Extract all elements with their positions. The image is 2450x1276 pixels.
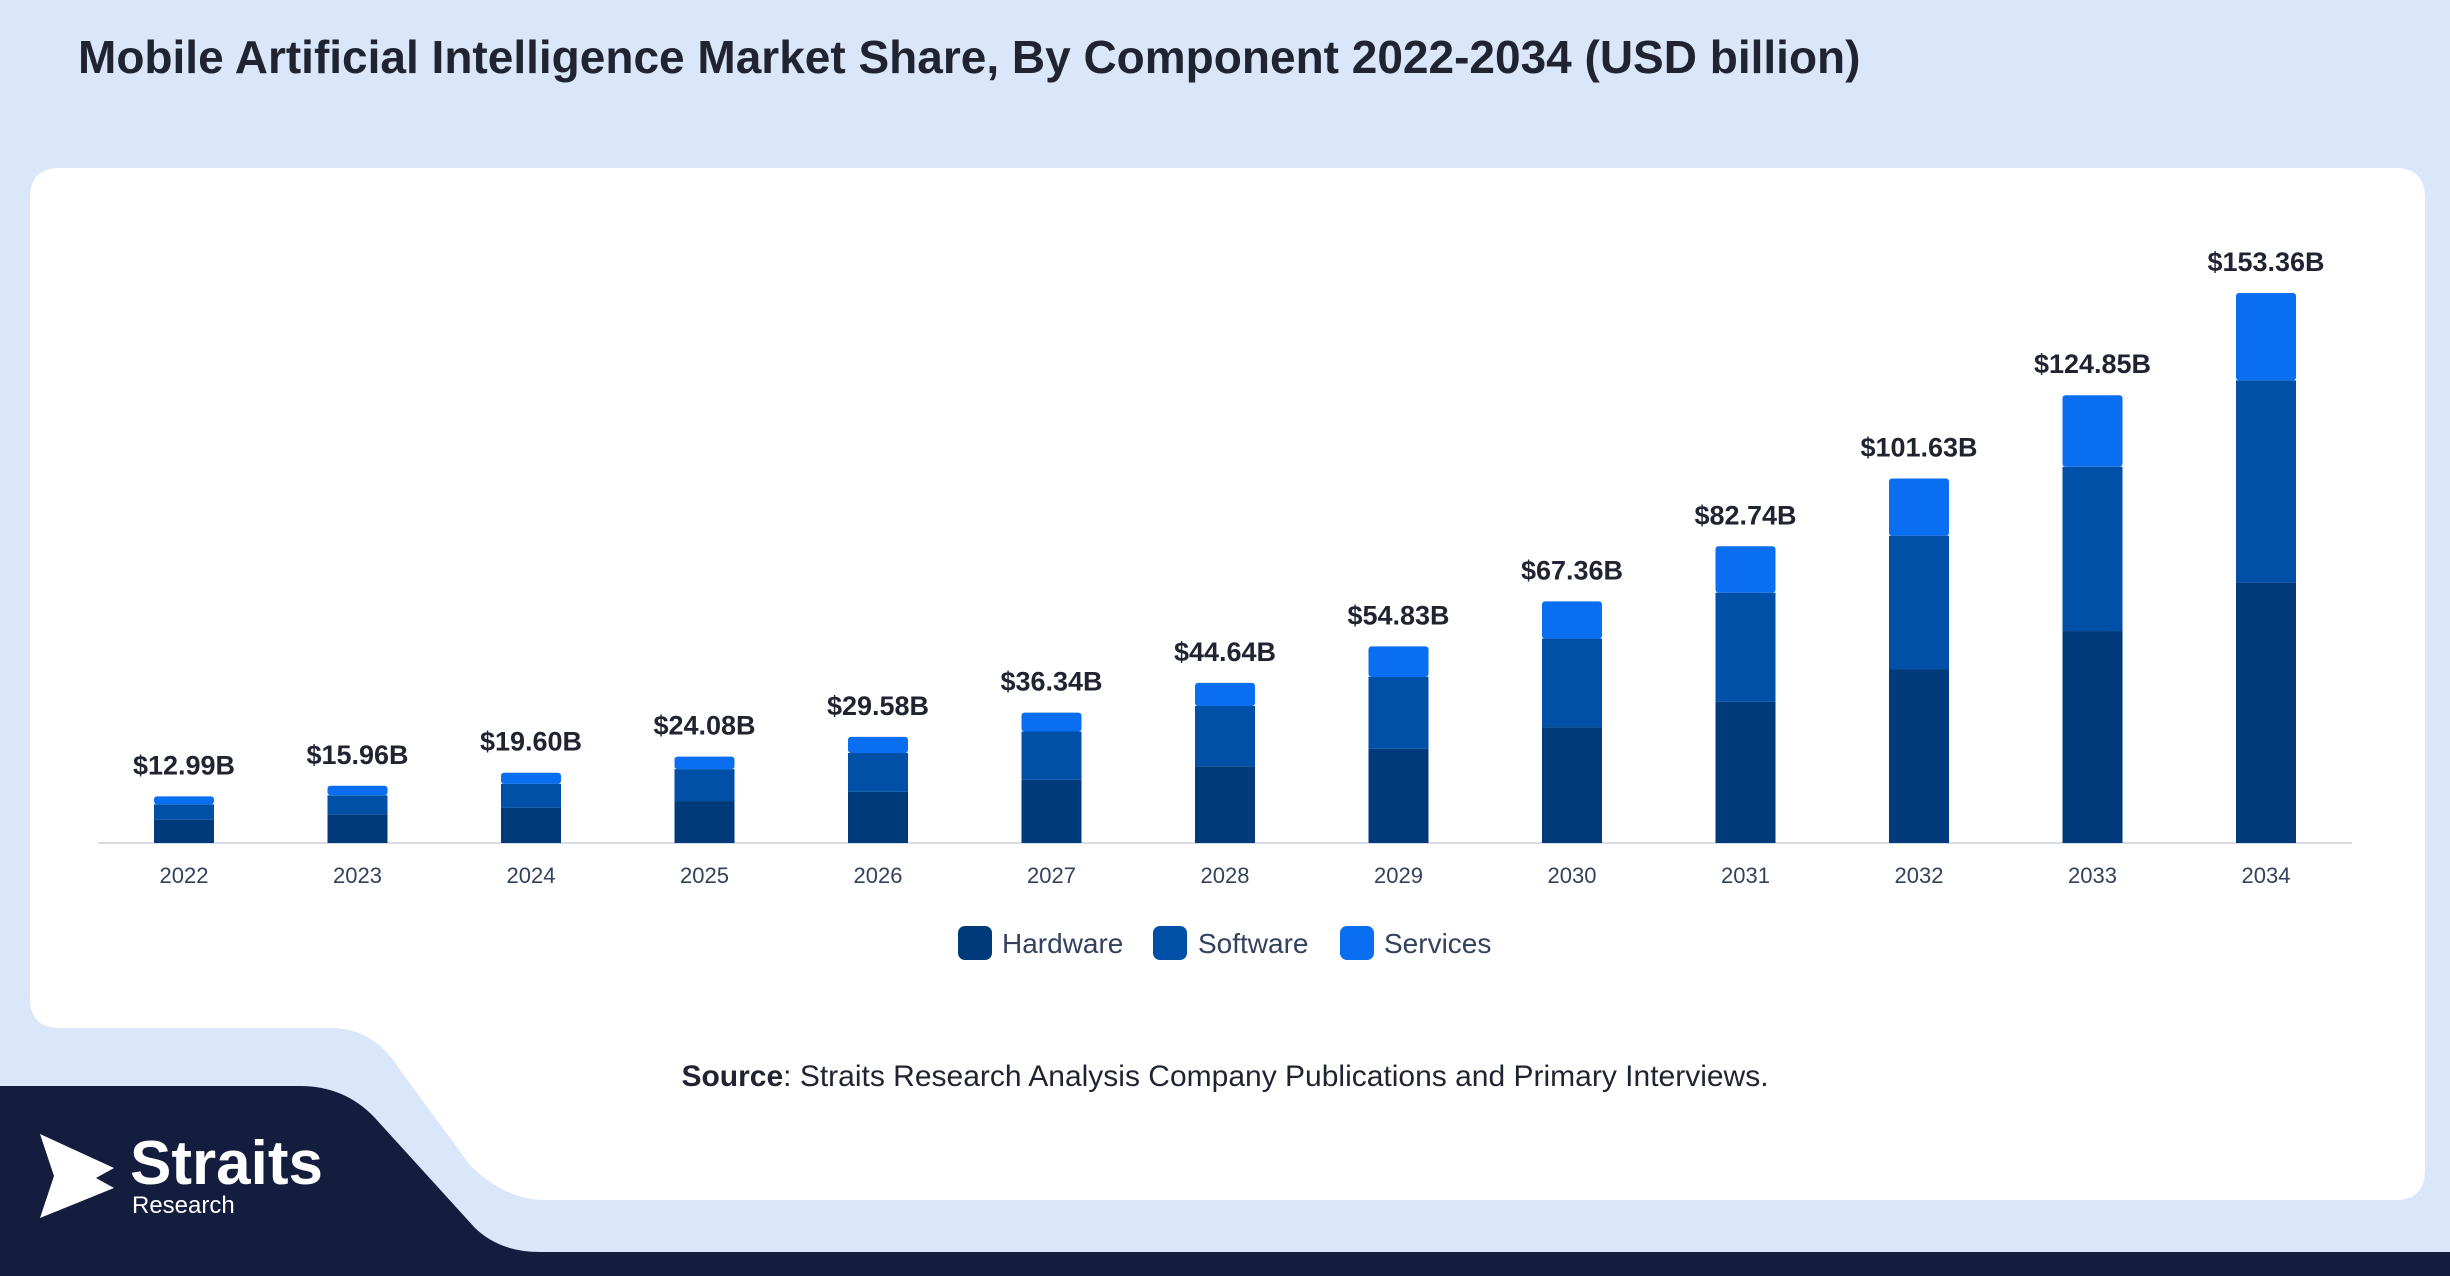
bars-group [154,293,2296,843]
total-label-2033: $124.85B [2034,349,2151,379]
x-tick-label-2025: 2025 [680,863,729,888]
x-tick-label-2031: 2031 [1721,863,1770,888]
x-tick-label-2027: 2027 [1027,863,1076,888]
legend-label-hardware: Hardware [1002,928,1123,959]
x-tick-label-2026: 2026 [854,863,903,888]
total-label-2024: $19.60B [480,727,582,757]
page-title: Mobile Artificial Intelligence Market Sh… [78,31,1861,83]
bar-services-2029 [1368,646,1429,677]
x-tick-label-2024: 2024 [507,863,556,888]
legend-label-software: Software [1198,928,1309,959]
bar-hardware-2025 [674,801,735,843]
total-label-2029: $54.83B [1347,600,1449,630]
bar-software-2024 [501,783,561,808]
legend-swatch-hardware [958,926,992,960]
x-tick-label-2033: 2033 [2068,863,2117,888]
x-tick-label-2029: 2029 [1374,863,1423,888]
x-tick-label-2022: 2022 [160,863,209,888]
total-label-2023: $15.96B [306,740,408,770]
bar-hardware-2028 [1195,766,1255,843]
total-label-2032: $101.63B [1860,433,1977,463]
total-label-2031: $82.74B [1694,500,1796,530]
bar-hardware-2029 [1368,748,1429,843]
bar-services-2030 [1542,601,1602,639]
bar-hardware-2022 [154,819,214,843]
bar-hardware-2027 [1021,779,1082,843]
bar-software-2029 [1368,676,1429,749]
bar-software-2025 [674,769,735,802]
legend: Hardware Software Services [958,926,1491,960]
bar-hardware-2034 [2236,582,2296,843]
x-tick-label-2023: 2023 [333,863,382,888]
bar-software-2032 [1889,535,1949,670]
bar-software-2028 [1195,706,1255,767]
bar-software-2027 [1021,731,1082,780]
source-note: Source: Straits Research Analysis Compan… [0,1060,2450,1094]
bar-hardware-2024 [501,807,561,843]
bar-software-2030 [1542,638,1602,728]
legend-swatch-software [1153,926,1187,960]
total-label-2034: $153.36B [2207,247,2324,277]
straits-logo-icon [40,1134,114,1218]
legend-item-services: Services [1340,926,1491,960]
total-label-2027: $36.34B [1000,667,1102,697]
bar-software-2026 [848,752,908,792]
bar-services-2024 [501,772,561,784]
legend-swatch-services [1340,926,1374,960]
bar-hardware-2030 [1542,727,1602,843]
bar-services-2026 [848,736,908,753]
source-label: Source [681,1060,784,1093]
total-labels-group: $12.99B $15.96B $19.60B $24.08B $29.58B $36.3… [133,247,2325,780]
bar-software-2034 [2236,380,2296,583]
bar-services-2033 [2062,395,2123,467]
bar-hardware-2023 [327,814,388,843]
bar-hardware-2032 [1889,669,1949,843]
bar-services-2023 [327,785,388,796]
bar-services-2027 [1021,712,1082,732]
total-label-2026: $29.58B [827,691,929,721]
legend-label-services: Services [1384,928,1491,959]
brand-sub: Research [132,1192,235,1219]
bar-services-2031 [1715,546,1776,593]
total-label-2030: $67.36B [1521,555,1623,585]
brand-name: Straits [130,1129,323,1198]
total-label-2025: $24.08B [653,711,755,741]
bar-hardware-2033 [2062,631,2123,843]
x-tick-label-2028: 2028 [1201,863,1250,888]
bar-software-2033 [2062,466,2123,632]
x-tick-label-2032: 2032 [1895,863,1944,888]
bar-services-2025 [674,756,735,770]
bar-software-2022 [154,804,214,820]
bar-services-2028 [1195,682,1255,707]
bar-services-2032 [1889,478,1949,536]
x-tick-label-2034: 2034 [2242,863,2291,888]
total-label-2022: $12.99B [133,750,235,780]
bar-services-2034 [2236,293,2296,381]
bar-services-2022 [154,796,214,805]
bar-software-2031 [1715,592,1776,702]
bar-software-2023 [327,795,388,815]
bar-hardware-2031 [1715,701,1776,843]
navy-footer-band [0,1086,2450,1276]
total-label-2028: $44.64B [1174,637,1276,667]
x-tick-labels-group: 2022 2023 2024 2025 2026 2027 2028 2029 2030 2031… [160,863,2291,888]
legend-item-software: Software [1153,926,1309,960]
source-text: : Straits Research Analysis Company Publ… [783,1060,1769,1093]
bar-hardware-2026 [848,791,908,843]
legend-item-hardware: Hardware [958,926,1123,960]
x-tick-label-2030: 2030 [1548,863,1597,888]
